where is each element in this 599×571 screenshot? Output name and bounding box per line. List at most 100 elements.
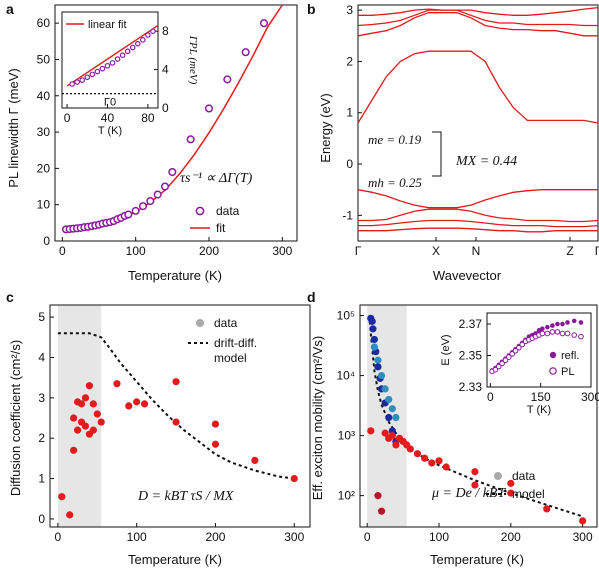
panel-c-x-tick-label: 200 — [205, 530, 225, 544]
panel-c-data-point — [73, 426, 82, 434]
panel-c-data-point — [89, 400, 97, 408]
panel-c-x-tick-label: 0 — [55, 530, 62, 544]
panel-a-legend-data-label: data — [216, 204, 240, 218]
panel-d-x-tick-label: 0 — [364, 530, 371, 544]
panel-d-data-point — [428, 459, 436, 467]
panel-c-legend-data-marker — [196, 319, 204, 327]
panel-c-data-point — [140, 400, 149, 408]
panel-d-data-point — [435, 457, 443, 465]
panel-d-data-point — [368, 317, 376, 325]
panel-b-me-label: me = 0.19 — [368, 132, 422, 147]
panel-d-inset-pl-point — [554, 329, 561, 335]
panel-d-inset-pl-point — [544, 330, 551, 337]
panel-a-inset-data-point — [145, 32, 151, 38]
panel-d-y-tick-label: 10⁴ — [336, 369, 355, 383]
panel-d-data-point — [374, 492, 382, 500]
panel-d-inset-pl-point — [502, 357, 509, 364]
panel-d-inset-refl-point — [555, 321, 560, 327]
panel-c-data-point — [70, 414, 78, 422]
panel-d-inset-y-tick-label: 2.37 — [459, 317, 483, 331]
panel-d-data-point — [471, 468, 479, 476]
panel-b-y-tick-label: 2 — [346, 54, 353, 68]
panel-c-data-point — [290, 474, 298, 483]
panel-a-inset-data-point — [150, 28, 156, 35]
panel-a-data-point — [160, 182, 170, 191]
panel-a-data-point — [138, 202, 148, 211]
panel-a-data-point — [204, 104, 214, 113]
panel-d-inset-y-tick-label: 2.33 — [459, 380, 483, 394]
panel-d-data-point — [471, 481, 479, 489]
panel-c-y-tick-label: 4 — [38, 350, 45, 364]
panel-a-inset-data-point — [134, 40, 141, 47]
panel-d-data-point — [406, 445, 414, 453]
panel-d-inset-pl-point — [539, 330, 546, 337]
panel-a-inset-data-point — [109, 60, 116, 66]
panel-d-inset-pl-point — [492, 366, 499, 373]
panel-d-frame — [359, 304, 598, 528]
panel-d-data-point — [388, 405, 396, 413]
panel-d-inset-pl-point — [564, 330, 571, 337]
panel-d-inset-refl-point — [540, 326, 545, 332]
panel-c-legend-data-label: data — [214, 316, 238, 330]
panel-c-y-tick-label: 3 — [38, 391, 45, 405]
panel-d-inset-x-tick-label: 300 — [581, 390, 599, 404]
panel-b-x-tick-label: Γ — [595, 244, 599, 258]
panel-a-x-tick-label: 100 — [126, 244, 146, 258]
panel-c-data-point — [211, 420, 220, 428]
panel-d-inset-legend-refl-label: refl. — [561, 350, 579, 362]
panel-c-y-tick-label: 5 — [38, 310, 45, 324]
panel-d-inset-pl-point — [571, 332, 578, 338]
panel-d-inset-y-tick-label: 2.35 — [459, 349, 483, 363]
panel-c-data-point — [81, 394, 90, 402]
panel-b-band-line — [358, 208, 599, 223]
panel-d-legend-data-marker — [494, 472, 502, 480]
panel-a-y-tick-label: 10 — [37, 198, 51, 212]
panel-a-data-point — [153, 190, 162, 199]
panel-b-mass-bracket — [432, 131, 442, 177]
panel-a-inset-data-point — [119, 52, 126, 59]
panel-d-data-point — [369, 325, 377, 333]
panel-d-inset-pl-point — [512, 347, 519, 354]
panel-c-chart: 0 100 200 300 0 1 2 3 4 5 data drift-diff. model — [38, 304, 311, 544]
panel-b-band-line — [358, 219, 599, 228]
panel-c-x-tick-label: 100 — [127, 530, 147, 544]
panel-a-inset-data-point — [79, 77, 86, 83]
panel-c-data-point — [251, 456, 259, 464]
panel-a-x-tick-label: 0 — [59, 244, 66, 258]
panel-a-inset-y-tick-label: 8 — [162, 24, 169, 38]
panel-d-data-point — [385, 413, 393, 422]
panel-b-x-tick-label: N — [472, 244, 481, 258]
panel-a-y-tick-label: 50 — [37, 52, 51, 66]
panel-a-y-tick-label: 60 — [37, 16, 51, 30]
panel-c-y-tick-label: 2 — [38, 431, 45, 445]
panel-c-legend-model-label: drift-diff. model — [214, 336, 257, 365]
panel-d-data-point — [370, 343, 378, 351]
panel-b-y-tick-label: -1 — [342, 208, 353, 222]
panel-a-legend-data-marker — [195, 206, 205, 216]
panel-d-data-point — [367, 427, 375, 435]
panel-c-data-point — [81, 422, 90, 430]
panel-c-data-point — [58, 493, 66, 501]
panel-d-x-tick-label: 200 — [501, 530, 521, 544]
panel-d-data-point — [388, 432, 396, 440]
panel-d-data-point — [507, 489, 515, 497]
panel-c-x-tick-label: 300 — [284, 530, 304, 544]
panel-d-inset-frame — [486, 312, 592, 388]
panel-d-data-point — [392, 413, 400, 422]
panel-d-data-point — [579, 517, 587, 525]
panel-d-inset-pl-point — [578, 333, 584, 340]
panel-d-data-point — [543, 505, 551, 513]
panel-d-inset-x-tick-label: 0 — [487, 390, 494, 404]
panel-b-band-line — [357, 50, 599, 124]
panel-a-legend-fit-label: fit — [216, 221, 226, 235]
panel-d-inset-pl-point — [506, 354, 512, 360]
panel-a-frame — [54, 4, 298, 242]
panel-b-band-line — [358, 227, 598, 233]
panel-a-inset-y-tick-label: 0 — [162, 101, 169, 115]
panel-b-band-line — [357, 12, 598, 37]
panel-c-formula: D = kBT τS / MX — [137, 489, 234, 504]
panel-a-inset-x-tick-label: 0 — [64, 111, 71, 125]
panel-a-inset-gamma0-label: Γ0 — [104, 97, 116, 109]
panel-a-x-tick-label: 200 — [199, 244, 219, 258]
